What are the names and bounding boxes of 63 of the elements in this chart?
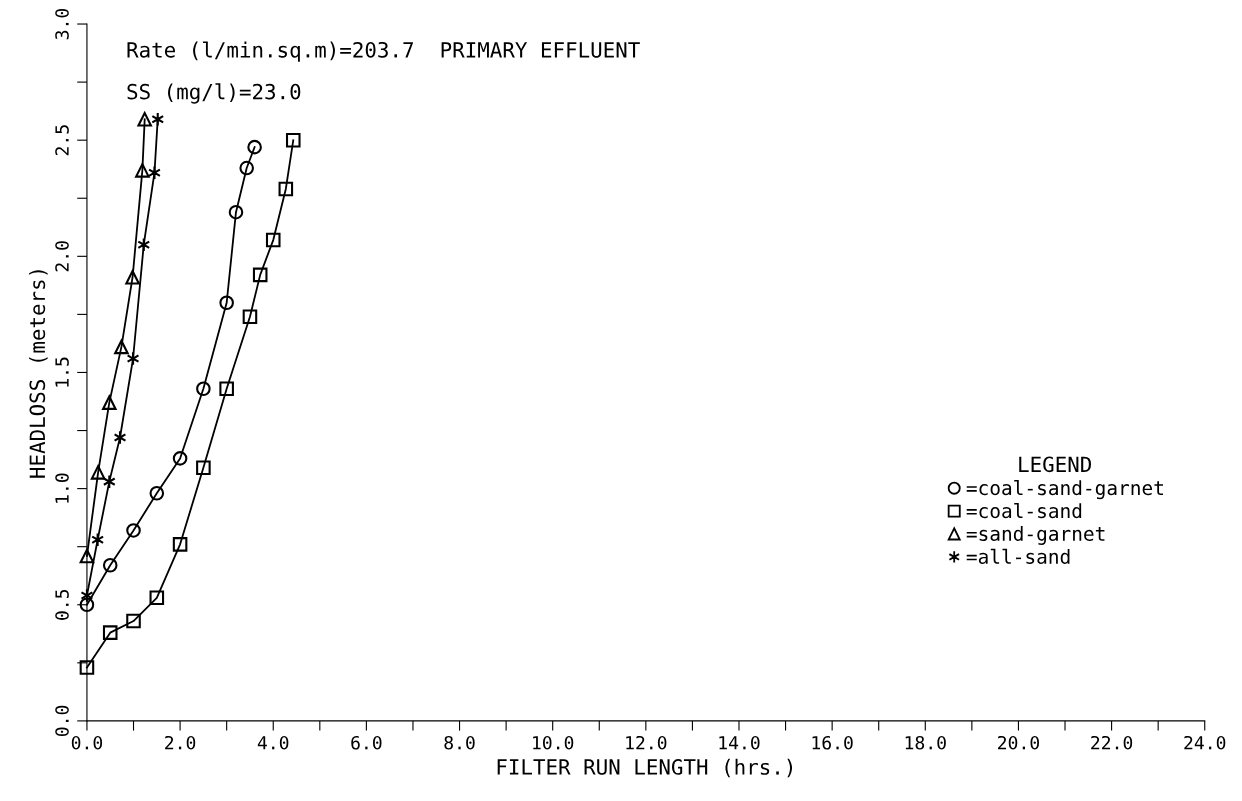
point [79,548,95,564]
point [149,590,165,606]
point [102,474,116,489]
point [113,430,127,445]
x-tick-label: 24.0 [1184,735,1226,750]
x-tick-label: 22.0 [1091,735,1133,750]
y-axis-title: HEADLOSS (meters) [29,270,48,478]
point [278,181,294,197]
x-axis-title: FILTER RUN LENGTH (hrs.) [497,758,793,778]
y-tick-label: 1.5 [55,357,69,387]
legend-label: =coal-sand-garnet [966,480,1163,500]
point [219,295,234,311]
point [172,537,188,552]
point [79,660,95,675]
point [135,163,150,178]
point [148,165,161,180]
x-tick-label: 8.0 [444,735,475,750]
point [285,132,301,148]
point [126,613,141,629]
point [137,111,152,127]
point [252,267,268,283]
legend-label: =coal-sand [966,503,1082,519]
point [242,309,258,325]
point [219,381,234,397]
x-tick-label: 0.0 [71,735,103,750]
y-tick-label: 1.0 [55,473,69,503]
x-tick-label: 14.0 [719,735,760,750]
legend-title: LEGEND [1019,456,1092,473]
point [151,111,165,127]
point [228,204,244,220]
x-tick-label: 4.0 [257,735,289,750]
point [102,557,118,573]
point [196,460,211,475]
point [114,339,129,355]
y-tick-label: 0.5 [55,589,69,620]
point [149,485,165,501]
point [126,351,140,366]
y-tick-label: 3.0 [55,8,69,40]
y-tick-label: 2.0 [55,241,69,272]
x-tick-label: 2.0 [165,735,196,750]
point [137,237,151,252]
y-tick-label: 2.5 [55,125,69,156]
legend-label: =all-sand [966,548,1070,564]
x-tick-label: 6.0 [351,735,382,750]
point [90,465,106,480]
point [265,232,281,248]
point [172,451,188,466]
text: Rate (l/min.sq.m)=203.7 PRIMARY EFFLUENT [127,41,640,62]
x-tick-label: 20.0 [998,735,1040,750]
x-tick-label: 12.0 [626,735,667,750]
point [125,269,140,285]
point [247,139,262,155]
x-tick-label: 16.0 [812,735,853,750]
point [239,160,254,176]
x-tick-label: 10.0 [533,735,574,750]
x-tick-label: 18.0 [905,735,946,750]
point [91,532,105,547]
point [102,395,117,410]
legend-label: =sand-garnet [966,525,1105,545]
point [126,523,141,538]
point [196,381,211,397]
text: SS (mg/l)=23.0 [127,83,301,104]
point [102,625,118,640]
